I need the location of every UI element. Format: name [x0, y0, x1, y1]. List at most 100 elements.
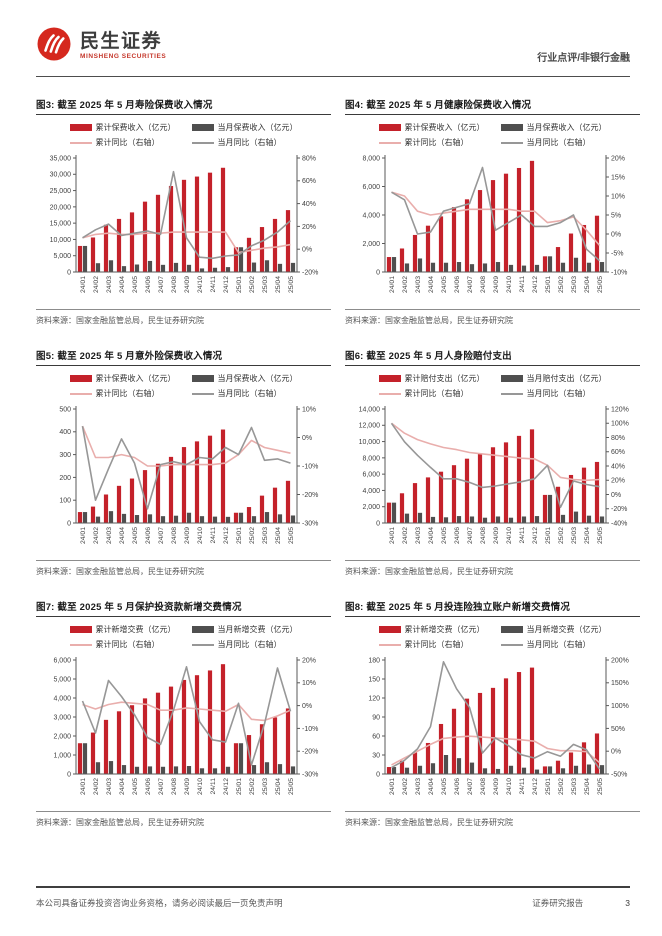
- legend-item: 累计新增交费（亿元）: [378, 624, 485, 635]
- svg-text:25,000: 25,000: [50, 188, 72, 195]
- source-note: 资料来源：国家金融监管总局，民生证券研究院: [345, 560, 640, 577]
- svg-text:25/03: 25/03: [262, 527, 269, 544]
- svg-text:24/10: 24/10: [197, 527, 204, 544]
- svg-text:20%: 20%: [611, 155, 625, 162]
- svg-text:0: 0: [376, 520, 380, 527]
- svg-text:25/04: 25/04: [584, 778, 591, 795]
- bar-swatch-icon: [378, 124, 401, 131]
- figure-card: 图4: 截至 2025 年 5 月健康险保费收入情况 累计保费收入（亿元） 当月保…: [345, 97, 640, 326]
- svg-text:60%: 60%: [611, 449, 625, 456]
- svg-text:6,000: 6,000: [362, 184, 380, 191]
- svg-text:25/02: 25/02: [249, 527, 256, 544]
- svg-text:25/03: 25/03: [262, 778, 269, 795]
- svg-text:25/02: 25/02: [558, 778, 565, 795]
- svg-text:10%: 10%: [302, 406, 316, 413]
- legend-label: 累计保费收入（亿元）: [95, 374, 176, 383]
- svg-text:24/04: 24/04: [428, 527, 435, 544]
- figure-title: 图5: 截至 2025 年 5 月意外险保费收入情况: [36, 348, 331, 366]
- legend-label: 累计同比（右轴）: [404, 640, 469, 649]
- legend-label: 累计新增交费（亿元）: [95, 625, 176, 634]
- svg-text:300: 300: [59, 452, 71, 459]
- svg-text:500: 500: [59, 406, 71, 413]
- svg-text:10,000: 10,000: [50, 237, 72, 244]
- legend-item: 累计保费收入（亿元）: [378, 122, 485, 133]
- figure-title: 图6: 截至 2025 年 5 月人身险赔付支出: [345, 348, 640, 366]
- svg-text:60: 60: [372, 733, 380, 740]
- legend-item: 当月同比（右轴）: [500, 388, 607, 399]
- page-number: 3: [625, 898, 630, 908]
- svg-text:20%: 20%: [611, 478, 625, 485]
- figure-card: 图5: 截至 2025 年 5 月意外险保费收入情况 累计保费收入（亿元） 当月保…: [36, 348, 331, 577]
- svg-text:90: 90: [372, 714, 380, 721]
- legend-item: 累计新增交费（亿元）: [69, 624, 176, 635]
- legend-item: 当月新增交费（亿元）: [191, 624, 298, 635]
- svg-text:24/11: 24/11: [519, 527, 526, 544]
- svg-text:24/02: 24/02: [402, 527, 409, 544]
- svg-text:20%: 20%: [302, 224, 316, 231]
- figure-card: 图6: 截至 2025 年 5 月人身险赔付支出 累计赔付支出（亿元） 当月赔付支…: [345, 348, 640, 577]
- svg-text:24/01: 24/01: [389, 527, 396, 544]
- svg-text:24/10: 24/10: [506, 527, 513, 544]
- figure-card: 图3: 截至 2025 年 5 月寿险保费收入情况 累计保费收入（亿元） 当月保费…: [36, 97, 331, 326]
- svg-text:2,000: 2,000: [362, 504, 380, 511]
- svg-text:24/07: 24/07: [158, 527, 165, 544]
- svg-text:0: 0: [67, 520, 71, 527]
- legend-item: 当月保费收入（亿元）: [191, 373, 298, 384]
- svg-text:25/04: 25/04: [584, 276, 591, 293]
- minsheng-logo-icon: [36, 26, 72, 67]
- line-swatch-icon: [500, 141, 523, 144]
- svg-text:25/01: 25/01: [236, 527, 243, 544]
- svg-text:24/11: 24/11: [210, 276, 217, 293]
- legend-item: 当月同比（右轴）: [500, 639, 607, 650]
- svg-text:0: 0: [67, 771, 71, 778]
- svg-text:24/08: 24/08: [171, 527, 178, 544]
- source-note: 资料来源：国家金融监管总局，民生证券研究院: [345, 309, 640, 326]
- svg-text:24/05: 24/05: [441, 527, 448, 544]
- legend-label: 当月保费收入（亿元）: [217, 123, 298, 132]
- svg-text:24/07: 24/07: [467, 276, 474, 293]
- bar-swatch-icon: [69, 375, 92, 382]
- bar-swatch-icon: [378, 626, 401, 633]
- svg-text:24/04: 24/04: [428, 778, 435, 795]
- svg-text:80%: 80%: [611, 435, 625, 442]
- svg-text:25/04: 25/04: [275, 276, 282, 293]
- legend-label: 当月同比（右轴）: [217, 138, 282, 147]
- svg-text:-30%: -30%: [302, 771, 318, 778]
- svg-text:10,000: 10,000: [359, 439, 381, 446]
- legend-item: 累计同比（右轴）: [378, 639, 485, 650]
- legend-item: 累计同比（右轴）: [378, 388, 485, 399]
- bar-swatch-icon: [500, 375, 523, 382]
- svg-text:4,000: 4,000: [362, 488, 380, 495]
- legend-item: 累计同比（右轴）: [69, 137, 176, 148]
- svg-text:0: 0: [67, 269, 71, 276]
- bar-swatch-icon: [69, 626, 92, 633]
- svg-text:24/10: 24/10: [506, 778, 513, 795]
- report-page: 民生证券 MINSHENG SECURITIES 行业点评/非银行金融 图3: …: [36, 26, 640, 827]
- bar-swatch-icon: [191, 375, 214, 382]
- line-swatch-icon: [191, 392, 214, 395]
- svg-text:24/08: 24/08: [171, 276, 178, 293]
- legend-label: 当月保费收入（亿元）: [526, 123, 607, 132]
- svg-text:-20%: -20%: [302, 269, 318, 276]
- svg-text:25/03: 25/03: [571, 778, 578, 795]
- legend-label: 累计同比（右轴）: [95, 138, 160, 147]
- svg-text:25/02: 25/02: [558, 276, 565, 293]
- brand: 民生证券 MINSHENG SECURITIES: [36, 26, 166, 67]
- svg-text:8,000: 8,000: [362, 455, 380, 462]
- svg-text:200%: 200%: [611, 657, 629, 664]
- legend-label: 累计保费收入（亿元）: [95, 123, 176, 132]
- legend-item: 累计同比（右轴）: [69, 388, 176, 399]
- svg-text:24/09: 24/09: [184, 527, 191, 544]
- svg-text:24/06: 24/06: [145, 276, 152, 293]
- page-header: 民生证券 MINSHENG SECURITIES 行业点评/非银行金融: [36, 26, 630, 67]
- legend-label: 当月新增交费（亿元）: [526, 625, 607, 634]
- svg-text:24/06: 24/06: [454, 527, 461, 544]
- svg-text:24/02: 24/02: [402, 276, 409, 293]
- svg-text:25/04: 25/04: [275, 527, 282, 544]
- footer-report-type: 证券研究报告: [532, 898, 584, 908]
- svg-text:100: 100: [59, 498, 71, 505]
- svg-text:24/03: 24/03: [106, 276, 113, 293]
- svg-text:80%: 80%: [302, 155, 316, 162]
- line-swatch-icon: [500, 643, 523, 646]
- legend-item: 当月同比（右轴）: [191, 388, 298, 399]
